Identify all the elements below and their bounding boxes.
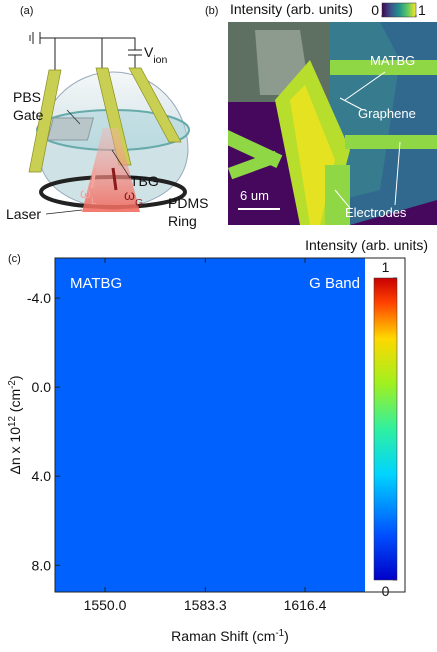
electrode bbox=[330, 60, 437, 75]
x-axis-label-part: -1 bbox=[275, 628, 284, 639]
x-axis-label-part: ) bbox=[284, 628, 289, 644]
electrode bbox=[228, 150, 280, 180]
electrode bbox=[325, 165, 350, 225]
bright-core bbox=[290, 85, 335, 225]
ring-label: Ring bbox=[168, 213, 197, 229]
y-tick-label: -4.0 bbox=[27, 290, 51, 306]
colorbar bbox=[373, 277, 398, 581]
voltage-label: Vion bbox=[144, 44, 168, 66]
x-tick-label: 1616.4 bbox=[284, 597, 327, 613]
y-tick-label: 0.0 bbox=[32, 379, 52, 395]
omega-g: ωG bbox=[124, 187, 143, 209]
y-axis-label-part: 12 bbox=[7, 416, 18, 427]
colorbar-tick-label: 0 bbox=[371, 2, 379, 18]
arrow-out bbox=[111, 167, 118, 191]
x-tick-label: 1550.0 bbox=[84, 597, 127, 613]
scale-bar-label: 6 um bbox=[240, 188, 269, 203]
electrode bbox=[128, 67, 182, 143]
annotation: MATBG bbox=[70, 275, 122, 292]
panel-label: (a) bbox=[20, 5, 33, 17]
omega-g-part: ω bbox=[124, 187, 135, 203]
contour-background bbox=[55, 258, 365, 592]
pbs-label: PBS bbox=[13, 89, 41, 105]
omega-g-part: G bbox=[135, 197, 143, 209]
y-tick-label: 8.0 bbox=[32, 557, 52, 573]
pointer bbox=[45, 209, 83, 215]
pointer bbox=[66, 109, 81, 125]
voltage-label-part: V bbox=[144, 44, 154, 60]
x-axis-label-part: Raman Shift (cm bbox=[171, 628, 275, 644]
micrograph bbox=[228, 22, 437, 225]
y-tick-label: 4.0 bbox=[32, 468, 52, 484]
electrode bbox=[345, 135, 437, 149]
electrodes-label: Electrodes bbox=[345, 205, 407, 220]
pointer bbox=[111, 149, 131, 179]
gate-label: Gate bbox=[13, 107, 44, 123]
pointer bbox=[394, 141, 401, 206]
panel-c: (c) Intensity (arb. units) 0 1 1550.0 1583.3 1… bbox=[7, 237, 429, 644]
arrow-in bbox=[90, 167, 97, 189]
pointer bbox=[344, 71, 386, 101]
laser-label: Laser bbox=[6, 206, 41, 222]
plot-frame bbox=[54, 257, 406, 593]
y-axis-label-part: (cm bbox=[7, 389, 23, 416]
voltage-label-part: ion bbox=[153, 54, 167, 66]
electrode bbox=[28, 69, 62, 173]
tbg-label: TBG bbox=[130, 173, 159, 189]
panel-label: (c) bbox=[8, 253, 21, 265]
panel-label: (b) bbox=[205, 5, 218, 17]
omega-l-part: L bbox=[91, 195, 97, 207]
x-tick-label: 1583.3 bbox=[184, 597, 227, 613]
y-axis-label-part: Δn x 10 bbox=[7, 427, 23, 475]
omega-l: ωL bbox=[80, 185, 97, 207]
pdms-label: PDMS bbox=[168, 195, 208, 211]
laser-beam bbox=[82, 128, 140, 212]
colorbar-title: Intensity (arb. units) bbox=[305, 237, 428, 253]
tbg-flake bbox=[46, 117, 95, 141]
panel-b: (b) Intensity (arb. units) 0 1 MATBG Graphene… bbox=[205, 1, 437, 225]
y-axis-label-part: ) bbox=[7, 375, 23, 380]
colorbar-tick-label: 1 bbox=[418, 2, 426, 18]
matbg-label: MATBG bbox=[370, 53, 415, 68]
y-axis-label: Δn x 1012 (cm-2) bbox=[7, 375, 24, 474]
omega-l-part: ω bbox=[80, 185, 91, 201]
graphene-label: Graphene bbox=[358, 106, 416, 121]
colorbar-tick-label: 1 bbox=[382, 259, 390, 275]
contour-map bbox=[55, 258, 365, 592]
colorbar-title: Intensity (arb. units) bbox=[230, 1, 353, 17]
annotation: G Band bbox=[309, 275, 360, 292]
colorbar bbox=[381, 2, 417, 18]
wire bbox=[40, 37, 136, 50]
pointer bbox=[334, 189, 351, 209]
pointer bbox=[339, 97, 364, 111]
colorbar-tick-label: 0 bbox=[382, 583, 390, 599]
y-axis-label-part: -2 bbox=[7, 380, 18, 389]
x-axis-label: Raman Shift (cm-1) bbox=[171, 628, 289, 645]
